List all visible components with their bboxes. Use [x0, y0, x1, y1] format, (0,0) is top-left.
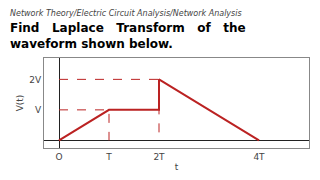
svg-text:T: T: [105, 152, 112, 162]
svg-text:4T: 4T: [253, 152, 265, 162]
svg-text:O: O: [55, 152, 62, 162]
svg-text:2V: 2V: [29, 75, 42, 85]
svg-text:Network Theory/Electric Circui: Network Theory/Electric Circuit Analysis…: [10, 9, 242, 18]
svg-text:2T: 2T: [153, 152, 165, 162]
svg-text:V: V: [35, 105, 42, 115]
svg-text:V(t): V(t): [15, 95, 25, 112]
svg-text:t: t: [175, 162, 179, 172]
svg-text:Find Laplace Transform o: Find Laplace Transform of thewaveform sh…: [10, 21, 246, 51]
